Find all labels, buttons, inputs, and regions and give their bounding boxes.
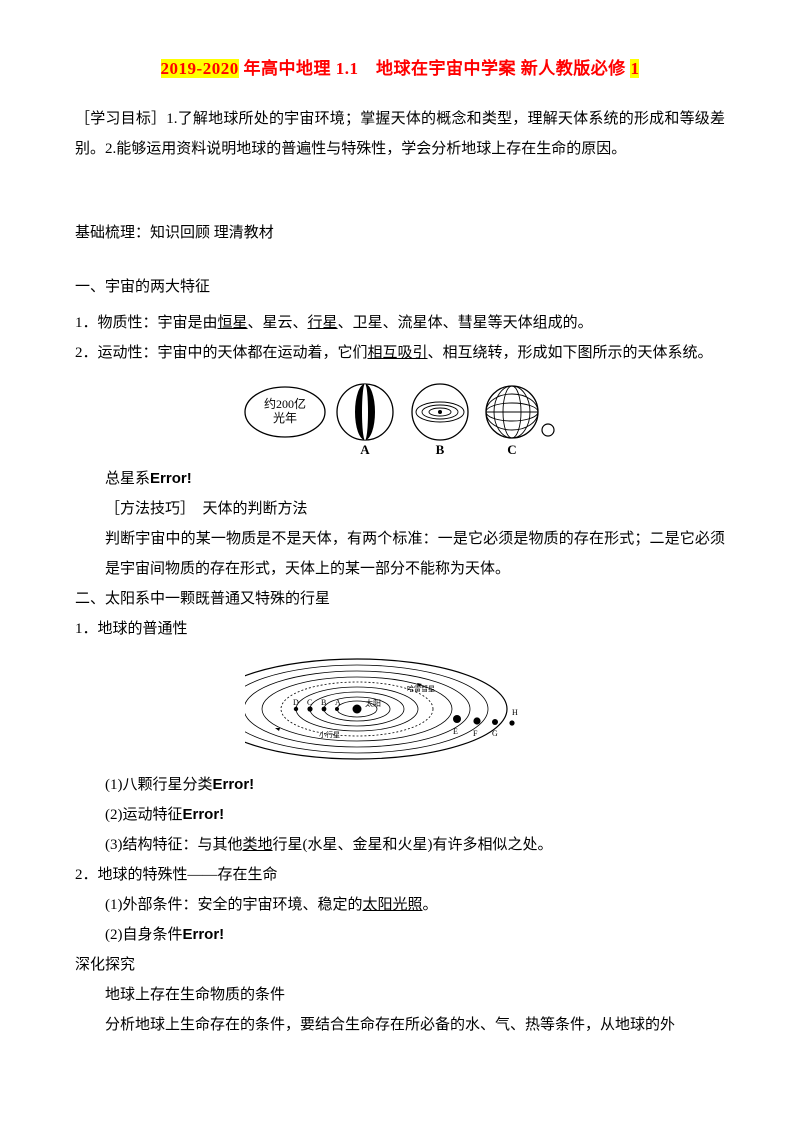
s2-c2: (2)运动特征Error! — [75, 800, 725, 830]
svg-text:H: H — [512, 708, 518, 717]
svg-text:B: B — [436, 442, 445, 457]
deep-p2: 分析地球上生命存在的条件，要结合生命存在所必备的水、气、热等条件，从地球的外 — [75, 1010, 725, 1040]
learning-objective: ［学习目标］1.了解地球所处的宇宙环境；掌握天体的概念和类型，理解天体系统的形成… — [75, 104, 725, 164]
title-year-highlight: 2019-2020 — [161, 59, 239, 78]
text-fragment: 、卫星、流星体、彗星等天体组成的。 — [338, 315, 593, 331]
section-1-heading: 一、宇宙的两大特征 — [75, 272, 725, 302]
text-fragment: 、相互绕转，形成如下图所示的天体系统。 — [428, 345, 713, 361]
underline-planet: 行星 — [308, 315, 338, 331]
svg-text:A: A — [360, 442, 370, 457]
text-fragment: (1)外部条件：安全的宇宙环境、稳定的 — [105, 897, 363, 913]
svg-text:哈雷彗星: 哈雷彗星 — [407, 684, 435, 693]
underline-attract: 相互吸引 — [368, 345, 428, 361]
text-fragment: (2)运动特征 — [105, 807, 183, 823]
method-tip-head: ［方法技巧］ 天体的判断方法 — [75, 494, 725, 524]
svg-text:A: A — [335, 698, 341, 707]
text-fragment: 1．物质性：宇宙是由 — [75, 315, 218, 331]
text-fragment: (1)八颗行星分类 — [105, 777, 213, 793]
error-marker: Error! — [150, 470, 192, 487]
svg-text:G: G — [492, 729, 498, 738]
title-main: 年高中地理 1.1 地球在宇宙中学案 新人教版必修 — [239, 59, 631, 78]
text-total-galaxy: 总星系 — [105, 471, 150, 487]
method-tip-body: 判断宇宙中的某一物质是不是天体，有两个标准：一是它必须是物质的存在形式；二是它必… — [75, 524, 725, 584]
underline-sunlight: 太阳光照 — [363, 897, 423, 913]
svg-text:D: D — [293, 698, 299, 707]
underline-terrestrial: 类地 — [243, 837, 273, 853]
deep-p1: 地球上存在生命物质的条件 — [75, 980, 725, 1010]
error-marker: Error! — [183, 926, 225, 943]
s2-point-2: 2．地球的特殊性——存在生命 — [75, 860, 725, 890]
total-galaxy-line: 总星系Error! — [75, 464, 725, 494]
svg-text:小行星: 小行星 — [319, 730, 340, 739]
deep-heading: 深化探究 — [75, 950, 725, 980]
svg-text:太阳: 太阳 — [365, 698, 381, 708]
solar-system-diagram: 太阳 A B C D E F G H 哈雷彗星 小行星 — [75, 654, 725, 764]
base-review-heading: 基础梳理：知识回顾 理清教材 — [75, 218, 725, 248]
error-marker: Error! — [213, 776, 255, 793]
s1-point-2: 2．运动性：宇宙中的天体都在运动着，它们相互吸引、相互绕转，形成如下图所示的天体… — [75, 338, 725, 368]
svg-text:光年: 光年 — [273, 411, 297, 425]
svg-text:B: B — [321, 698, 326, 707]
svg-text:C: C — [507, 442, 516, 457]
text-fragment: (2)自身条件 — [105, 927, 183, 943]
text-fragment: 、星云、 — [248, 315, 308, 331]
s2-d1: (1)外部条件：安全的宇宙环境、稳定的太阳光照。 — [75, 890, 725, 920]
s2-c3: (3)结构特征：与其他类地行星(水星、金星和火星)有许多相似之处。 — [75, 830, 725, 860]
svg-text:C: C — [307, 698, 312, 707]
s2-c1: (1)八颗行星分类Error! — [75, 770, 725, 800]
s1-point-1: 1．物质性：宇宙是由恒星、星云、行星、卫星、流星体、彗星等天体组成的。 — [75, 308, 725, 338]
section-2-heading: 二、太阳系中一颗既普通又特殊的行星 — [75, 584, 725, 614]
document-title: 2019-2020 年高中地理 1.1 地球在宇宙中学案 新人教版必修 1 — [75, 52, 725, 86]
text-fragment: 行星(水星、金星和火星)有许多相似之处。 — [273, 837, 553, 853]
title-num-highlight: 1 — [630, 59, 639, 78]
svg-text:F: F — [473, 729, 478, 738]
s2-d2: (2)自身条件Error! — [75, 920, 725, 950]
text-fragment: 2．运动性：宇宙中的天体都在运动着，它们 — [75, 345, 368, 361]
error-marker: Error! — [183, 806, 225, 823]
underline-star: 恒星 — [218, 315, 248, 331]
svg-text:约200亿: 约200亿 — [264, 396, 306, 411]
text-fragment: (3)结构特征：与其他 — [105, 837, 243, 853]
celestial-system-diagram: 约200亿 光年 A B C — [75, 378, 725, 458]
text-fragment: 。 — [423, 897, 438, 913]
svg-text:E: E — [453, 727, 458, 736]
s2-point-1: 1．地球的普通性 — [75, 614, 725, 644]
